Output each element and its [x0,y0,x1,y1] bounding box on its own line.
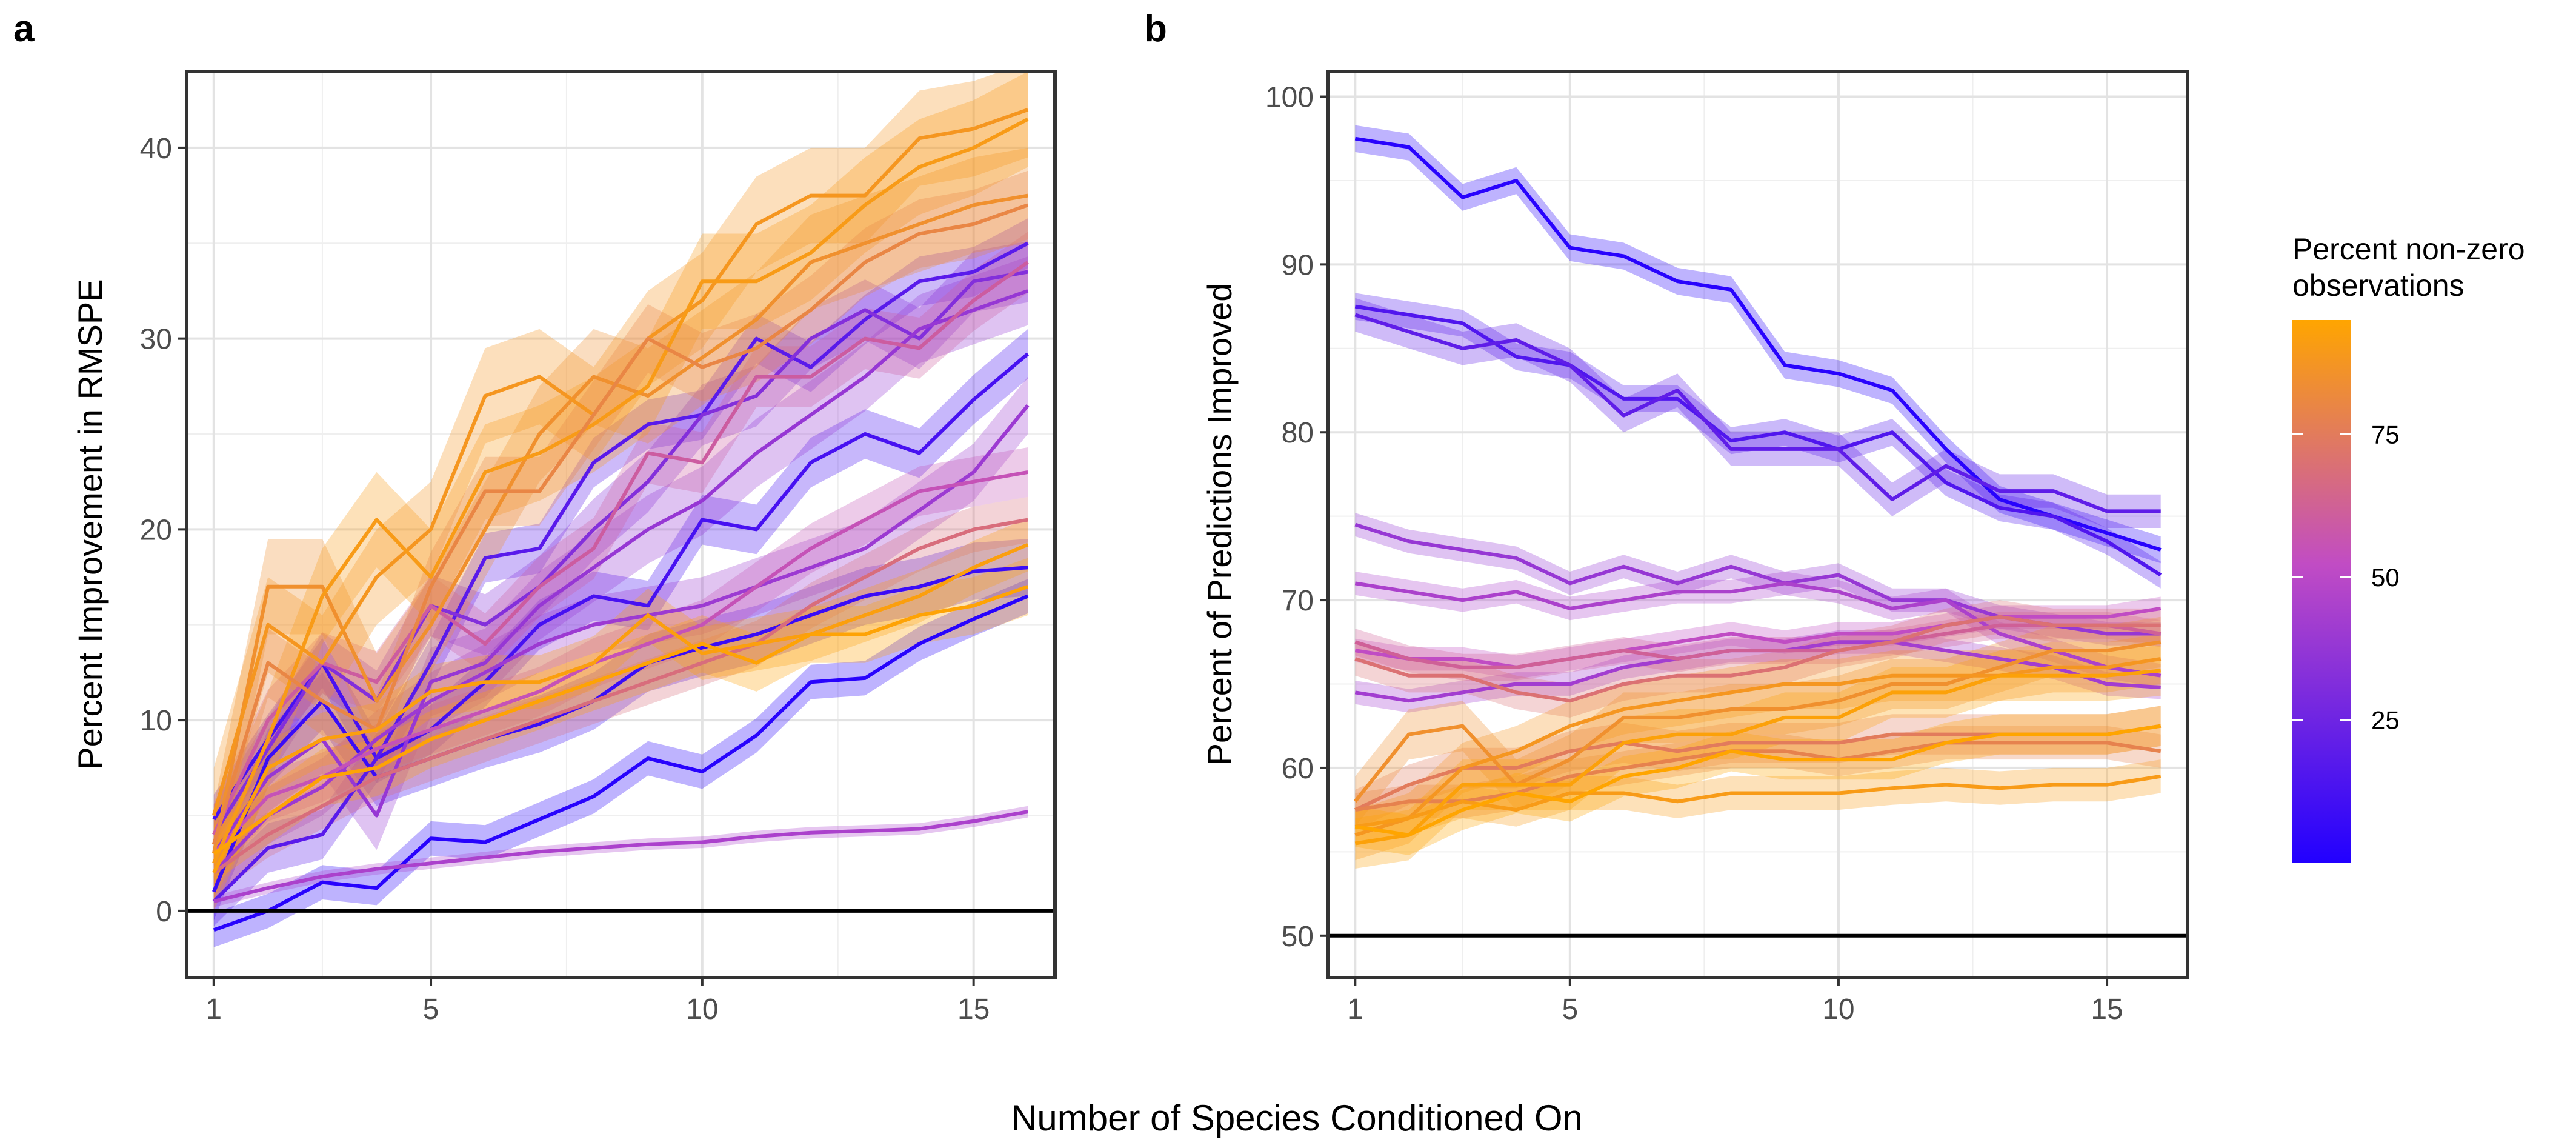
series-line-b-1 [1354,136,2162,552]
series-line-a-17 [213,584,1029,855]
y-tick-label: 80 [1282,417,1314,449]
confidence-band-a-12 [213,147,1028,902]
x-tick-label: 1 [1347,993,1363,1026]
confidence-band-a-14 [213,72,1028,911]
y-tick-label: 20 [140,514,172,546]
series-line-a-9 [212,470,1028,855]
confidence-band-a-4 [213,218,1028,926]
x-tick-label: 5 [423,993,439,1026]
series-line-a-12 [211,193,1028,854]
legend-tick-label: 25 [2371,706,2400,734]
y-tick-label: 30 [140,324,172,356]
panel-a-label: a [13,8,35,50]
x-tick-label: 15 [957,993,990,1026]
legend-title-line-1: Percent non-zero [2292,232,2525,266]
confidence-band-b-12 [1355,616,2161,827]
y-tick-label: 10 [140,705,172,737]
confidence-band-a-1 [213,579,1028,947]
panel-a-y-axis-title: Percent Improvement in RMSPE [71,279,109,769]
series-line-b-12 [1353,640,2162,803]
panel-a-series-lines [211,108,1030,932]
confidence-band-b-2 [1355,293,2161,589]
y-tick-label: 0 [156,896,172,928]
y-tick-label: 90 [1282,249,1314,281]
confidence-band-a-15 [213,170,1028,879]
series-line-a-7 [212,289,1029,855]
series-line-a-10 [212,261,1029,836]
legend-ticks: 25 50 75 [2292,420,2400,734]
series-line-b-3 [1354,313,2161,513]
series-line-a-6 [213,810,1028,904]
panel-b-plot-border [1326,70,2189,979]
series-line-a-5 [212,270,1028,836]
series-line-b-15 [1354,669,2161,846]
confidence-band-a-9 [213,447,1028,879]
panel-a-plot-background [187,72,1055,978]
panel-b-series-lines [1353,136,2162,846]
confidence-band-a-17 [213,558,1028,883]
series-line-a-11 [213,518,1028,875]
confidence-band-b-8 [1355,612,2161,681]
color-legend: Percent non-zero observations 25 50 75 [2292,232,2525,863]
panel-a-y-axis: 0 10 20 30 40 [140,133,187,928]
confidence-band-b-5 [1355,572,2161,687]
shared-x-axis-title: Number of Species Conditioned On [1011,1098,1583,1138]
panel-b-y-axis: 50 60 70 80 90 100 [1265,82,1328,953]
x-tick-label: 15 [2091,993,2123,1026]
y-tick-label: 50 [1282,921,1314,953]
series-line-b-6 [1354,606,2162,669]
confidence-band-b-11 [1355,726,2161,827]
series-line-b-16 [1354,724,2162,837]
series-line-b-9 [1354,615,2161,703]
panel-b-label: b [1144,8,1167,50]
confidence-band-a-13 [213,72,1028,864]
confidence-band-a-5 [213,241,1028,866]
confidence-band-a-16 [213,518,1028,899]
panel-a-x-axis: 1 5 10 15 [205,978,990,1026]
confidence-band-a-7 [213,256,1028,889]
panel-b-y-axis-title: Percent of Predictions Improved [1200,283,1239,766]
confidence-band-b-1 [1355,125,2161,564]
series-line-b-13 [1354,657,2162,837]
legend-title-line-2: observations [2292,269,2465,302]
panel-a-confidence-bands [213,72,1028,947]
x-tick-label: 1 [205,993,222,1026]
panel-a-plot-border [185,70,1057,979]
x-tick-label: 5 [1562,993,1578,1026]
legend-tick-label: 75 [2371,420,2400,449]
x-tick-label: 10 [1822,993,1854,1026]
series-line-b-8 [1354,623,2162,669]
series-line-b-11 [1354,741,2162,812]
legend-colorbar [2292,320,2351,863]
confidence-band-b-13 [1355,633,2161,861]
y-tick-label: 40 [140,133,172,165]
legend-tick-label: 50 [2371,563,2400,592]
confidence-band-b-14 [1355,759,2161,844]
x-tick-label: 10 [686,993,718,1026]
series-line-a-14 [212,118,1029,864]
confidence-band-a-10 [213,232,1028,866]
y-tick-label: 70 [1282,585,1314,617]
series-line-b-2 [1354,304,2162,577]
confidence-band-b-15 [1355,645,2161,869]
series-line-a-1 [213,594,1029,932]
y-tick-label: 60 [1282,753,1314,785]
series-line-a-3 [212,566,1028,893]
panel-b-x-axis: 1 5 10 15 [1347,978,2123,1026]
panel-b-plot-background [1328,72,2188,978]
series-line-a-16 [212,542,1029,874]
confidence-band-b-4 [1355,513,2161,646]
y-tick-label: 100 [1265,82,1314,114]
confidence-band-b-9 [1355,600,2161,718]
series-line-a-4 [212,241,1029,903]
series-line-a-2 [212,352,1030,821]
series-line-b-5 [1354,581,2162,678]
series-line-a-15 [211,203,1029,845]
confidence-band-b-10 [1355,706,2161,830]
series-line-b-14 [1354,774,2162,829]
